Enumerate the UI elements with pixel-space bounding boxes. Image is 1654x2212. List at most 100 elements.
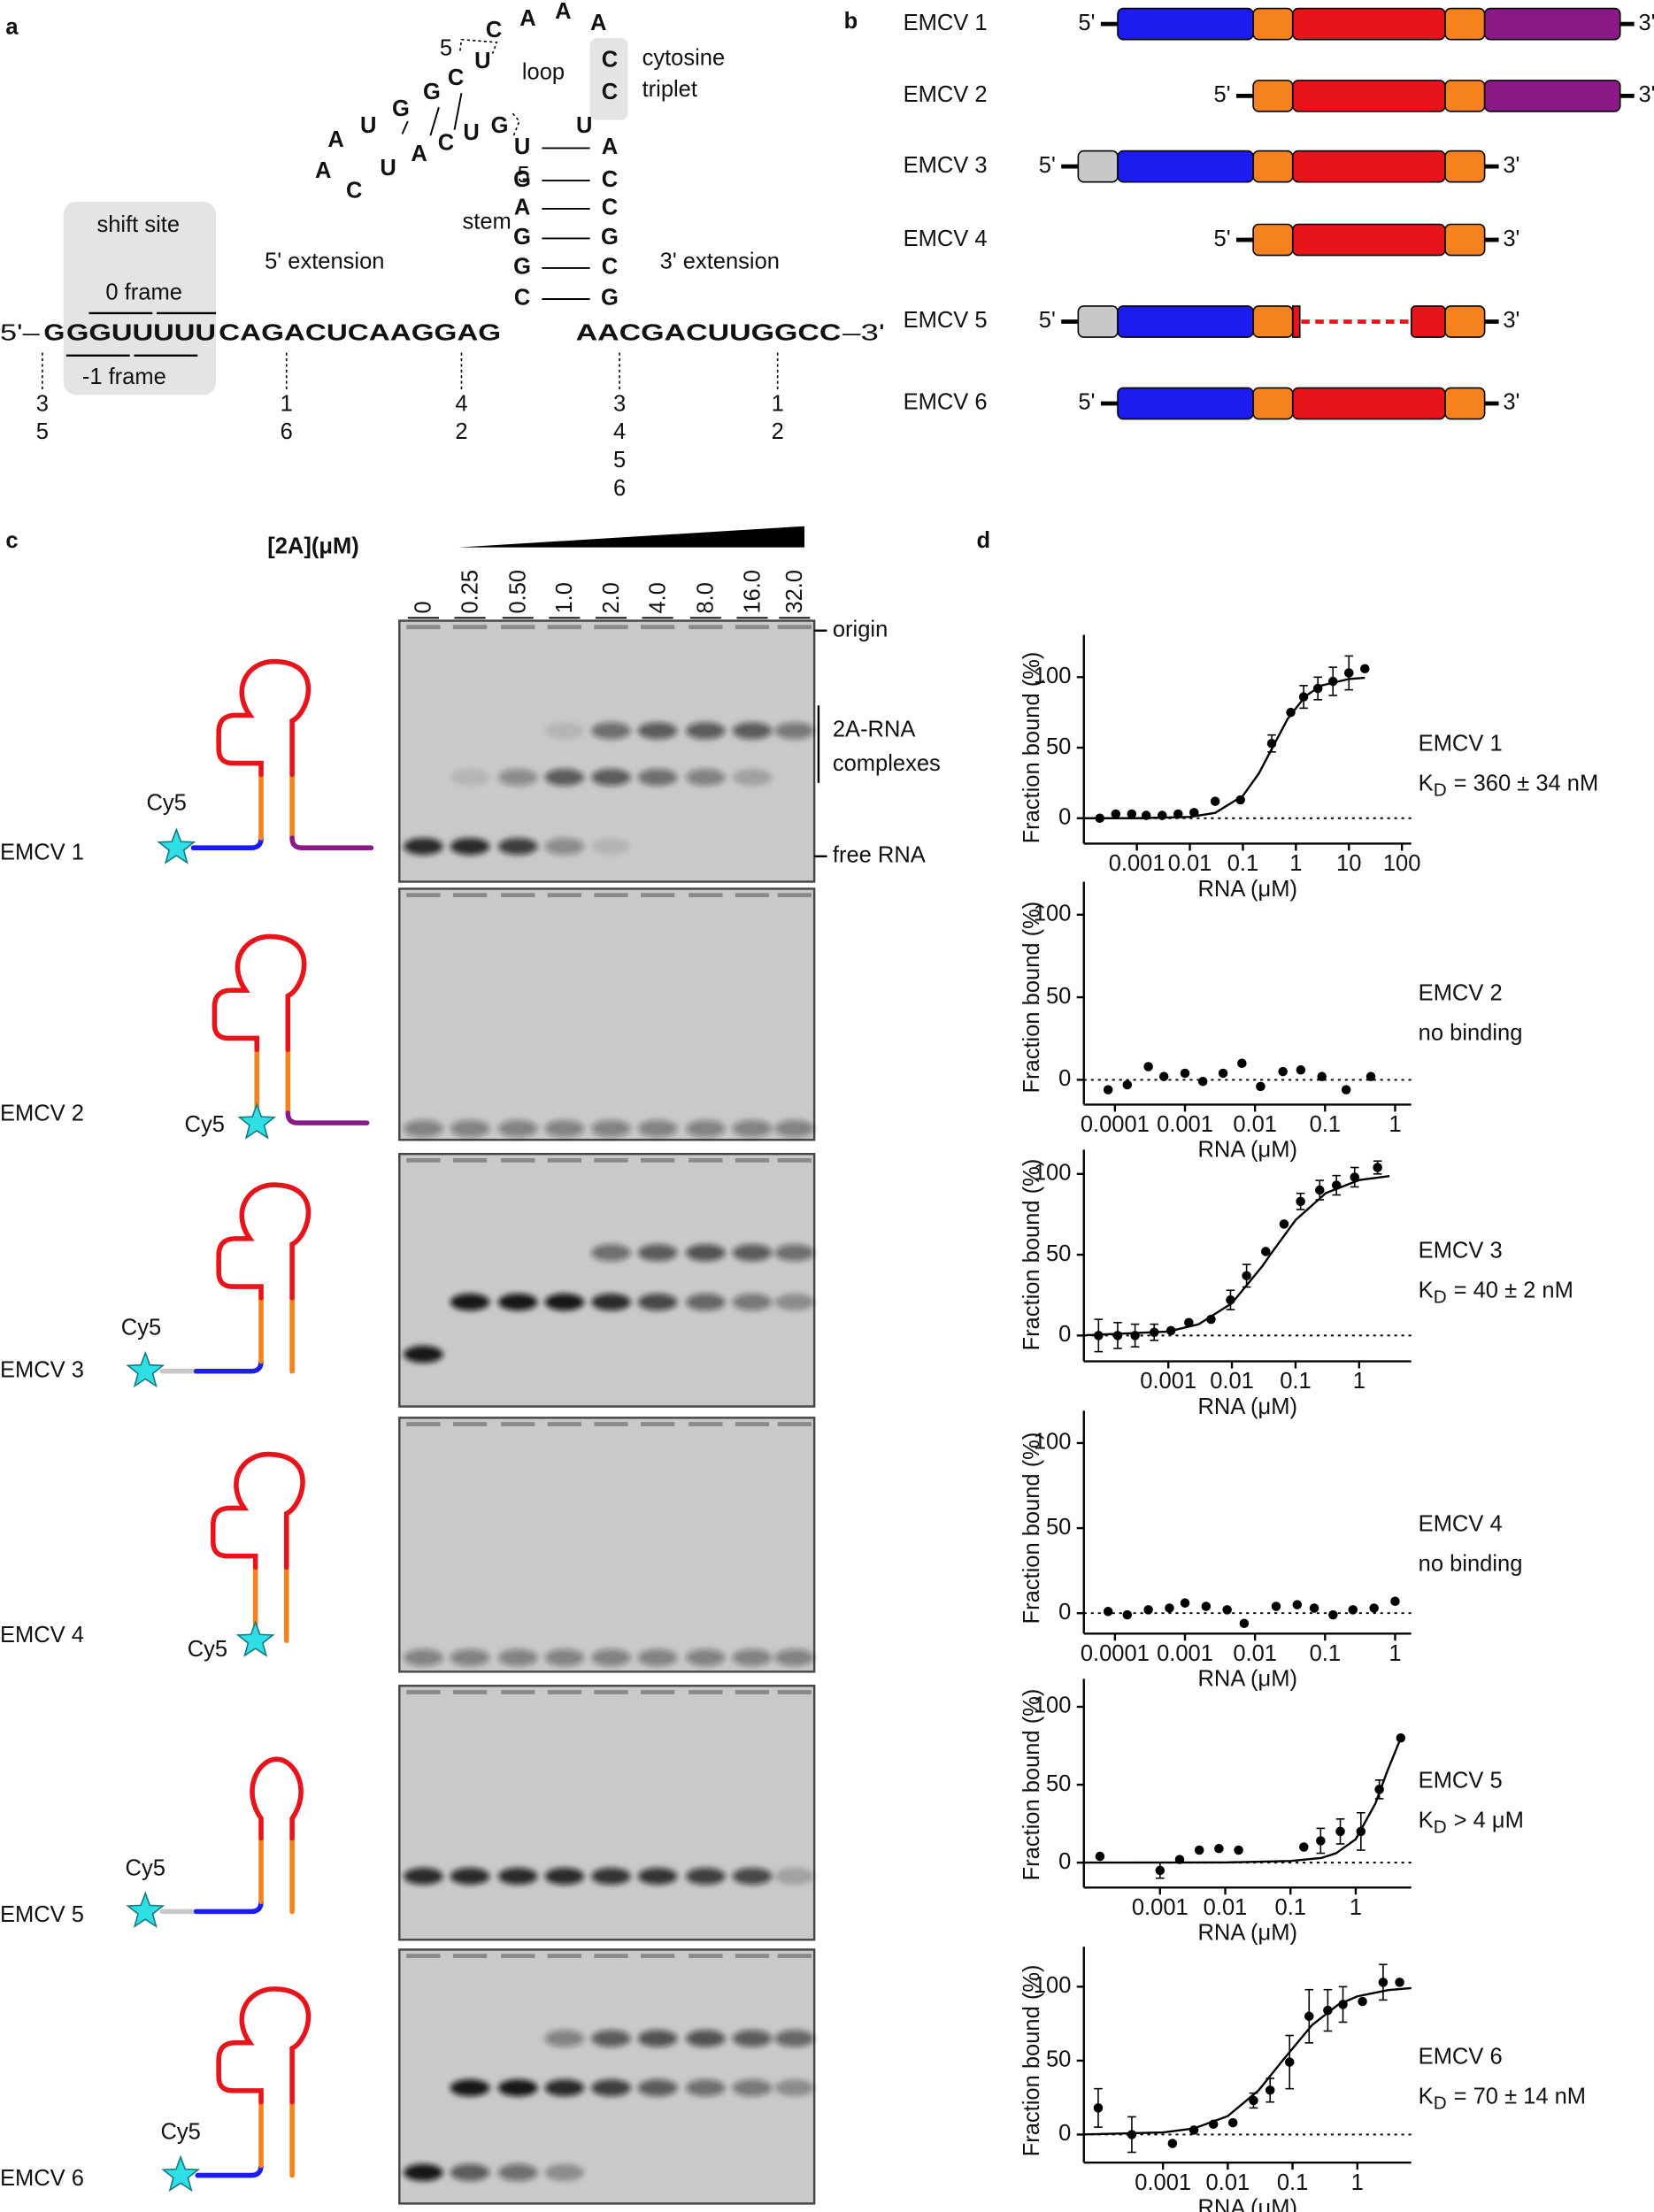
- well: [452, 1422, 488, 1426]
- band: [637, 768, 678, 787]
- shift-site-label: shift site: [97, 212, 181, 237]
- site-number: 6: [613, 476, 626, 501]
- well: [501, 1157, 535, 1163]
- band: [450, 838, 490, 856]
- three-prime: 3': [1503, 308, 1519, 333]
- band: [686, 1294, 726, 1311]
- gel-annotation: complexes: [833, 751, 941, 776]
- well: [735, 625, 770, 630]
- three-prime: 3': [1503, 153, 1519, 178]
- segment: [1444, 7, 1486, 41]
- band: [732, 2079, 773, 2097]
- data-point: [1298, 692, 1309, 702]
- segment: [1483, 80, 1621, 112]
- data-point: [1174, 1855, 1185, 1864]
- x-tick-label: 100: [1383, 851, 1421, 876]
- panel-label: c: [5, 528, 18, 553]
- y-tick-label: 0: [1058, 1849, 1071, 1874]
- band: [544, 2079, 585, 2097]
- loop-base: G: [491, 113, 509, 138]
- data-point: [1201, 1601, 1212, 1611]
- data-point: [1149, 1327, 1159, 1337]
- site-number: 5: [613, 448, 626, 472]
- loop-base: U: [576, 113, 592, 138]
- segment: [1117, 7, 1254, 41]
- loop: [216, 1182, 312, 1301]
- band: [497, 2079, 538, 2097]
- band: [544, 1648, 585, 1666]
- band: [686, 1119, 726, 1138]
- five-mark: 5: [440, 36, 452, 61]
- well: [547, 1157, 582, 1163]
- band: [591, 1648, 631, 1666]
- band: [404, 1648, 443, 1666]
- data-point: [1093, 2103, 1104, 2113]
- x-tick-label: 0.001: [1109, 851, 1165, 876]
- band: [497, 1294, 538, 1311]
- data-point: [1335, 1826, 1345, 1837]
- well: [547, 1422, 582, 1426]
- x-axis-label: RNA (μM): [1197, 2196, 1296, 2212]
- well: [452, 625, 488, 630]
- data-point: [1256, 1081, 1266, 1092]
- band: [732, 1244, 773, 1262]
- bracket: [459, 38, 498, 54]
- tail: [285, 1110, 370, 1125]
- site-number: 2: [455, 419, 467, 444]
- data-point: [1374, 1785, 1384, 1794]
- data-point: [1266, 738, 1277, 749]
- gel-annotation: free RNA: [833, 843, 926, 868]
- five-prime: 5': [1214, 82, 1231, 107]
- gel: [398, 1685, 816, 1941]
- data-point: [1395, 1978, 1404, 1987]
- y-axis-label: Fraction bound (%): [1019, 902, 1044, 1094]
- data-point: [1292, 1600, 1303, 1609]
- frame-label: -1 frame: [82, 365, 166, 389]
- x-tick-label: 1: [1353, 1369, 1366, 1394]
- band: [591, 722, 631, 740]
- band: [450, 1294, 490, 1311]
- tail: [193, 1358, 264, 1374]
- band: [774, 1244, 815, 1262]
- tail: [190, 835, 264, 851]
- loop-base: C: [486, 18, 502, 42]
- data-point: [1158, 1071, 1169, 1081]
- well: [501, 1422, 535, 1426]
- segment: [1444, 387, 1486, 420]
- kd-symbol: K: [1419, 1808, 1434, 1832]
- loop-base: U: [380, 156, 396, 180]
- kd-label: KD = 40 ± 2 nM: [1419, 1278, 1573, 1308]
- construct-name: EMCV 3: [904, 153, 988, 178]
- segment: [1444, 305, 1486, 338]
- band: [497, 1867, 538, 1886]
- sequence-segment: GGUUUUU: [66, 321, 216, 346]
- site-number: 5: [36, 419, 49, 444]
- band: [637, 1867, 678, 1886]
- well: [735, 1690, 770, 1694]
- fit-curve: [1084, 1737, 1403, 1864]
- band: [404, 2163, 443, 2181]
- construct-name: EMCV 1: [0, 840, 84, 864]
- three-prime: 3': [1503, 227, 1519, 251]
- data-point: [1127, 809, 1137, 819]
- note: no binding: [1419, 1020, 1523, 1045]
- y-axis-label: Fraction bound (%): [1019, 1432, 1044, 1624]
- loop-base: U: [463, 120, 479, 145]
- y-axis-label: Fraction bound (%): [1019, 1689, 1044, 1881]
- well: [501, 893, 535, 898]
- three-prime: 3': [1503, 390, 1519, 415]
- loop: [212, 933, 307, 1053]
- well: [594, 893, 628, 898]
- band: [774, 1294, 815, 1311]
- data-point: [1296, 1196, 1305, 1207]
- sequence-segment: –3': [842, 321, 885, 346]
- data-point: [1260, 1247, 1271, 1256]
- x-tick-label: 0.001: [1157, 1112, 1213, 1137]
- loop-base: A: [555, 0, 571, 24]
- y-tick-label: 50: [1046, 734, 1071, 759]
- lane-label: 8.0: [694, 582, 719, 613]
- band: [732, 1294, 773, 1311]
- well: [777, 1422, 812, 1426]
- band: [591, 1867, 631, 1886]
